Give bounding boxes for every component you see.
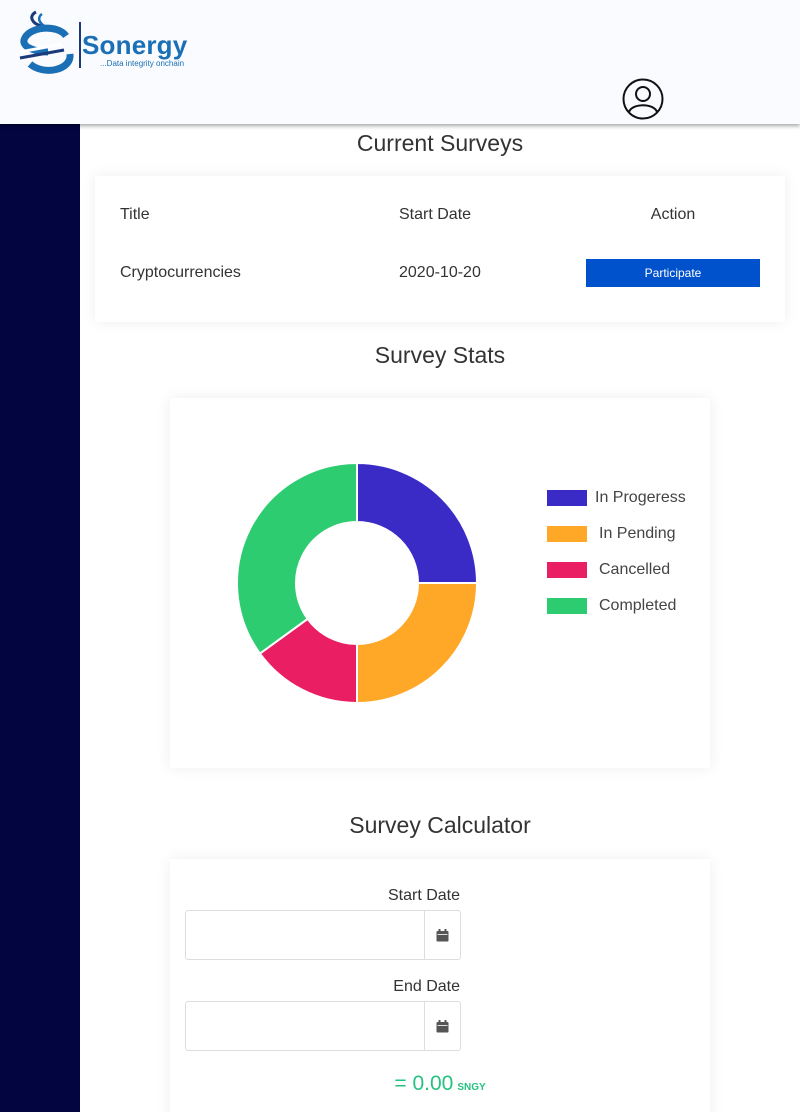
column-header-title: Title [120,206,150,223]
legend-swatch-completed [547,598,587,614]
brand-name: Sonergy [82,30,188,60]
calendar-icon [436,928,449,941]
survey-row-title: Cryptocurrencies [120,264,241,281]
end-date-label: End Date [393,978,460,995]
donut-slice-in-progeress[interactable] [356,461,479,584]
legend-swatch-cancelled [547,562,587,578]
start-date-group [185,910,461,960]
sidebar [0,124,80,1112]
start-date-input[interactable] [186,911,424,959]
survey-calculator-title: Survey Calculator [349,812,531,838]
participate-button[interactable]: Participate [586,259,760,287]
donut-slice-completed[interactable] [236,461,358,655]
donut-slice-in-pending[interactable] [356,582,479,705]
result-unit: SNGY [457,1082,486,1093]
legend-swatch-in-progress [547,490,587,506]
legend-item-completed[interactable]: Completed [547,596,717,616]
column-header-start-date: Start Date [399,206,472,223]
current-surveys-title: Current Surveys [356,130,524,156]
survey-stats-title: Survey Stats [374,342,506,368]
end-date-picker-button[interactable] [424,1002,460,1050]
legend-label-in-progress: In Progeress [595,489,686,506]
logo-divider [79,22,81,68]
calendar-icon [436,1019,449,1032]
calculator-result: = 0.00 SNGY [170,1072,710,1096]
legend-item-cancelled[interactable]: Cancelled [547,560,717,580]
start-date-label: Start Date [387,887,460,904]
legend-label-completed: Completed [599,597,677,614]
top-header: Sonergy ...Data integrity onchain [0,0,800,124]
surveys-table: Title Start Date Action Cryptocurrencies… [95,176,785,322]
sonergy-logo-icon [19,10,74,74]
result-prefix: = [394,1072,413,1095]
end-date-group [185,1001,461,1051]
legend-item-in-pending[interactable]: In Pending [547,524,717,544]
end-date-input[interactable] [186,1002,424,1050]
start-date-picker-button[interactable] [424,911,460,959]
main-content: Current Surveys Title Start Date Action … [80,124,800,1112]
legend-swatch-in-pending [547,526,587,542]
column-header-action: Action [650,206,696,223]
survey-row-start-date: 2020-10-20 [399,264,481,281]
donut-chart [236,461,479,705]
survey-stats-card: In Progeress In Pending Cancelled Comple… [170,398,710,768]
legend-label-cancelled: Cancelled [599,561,671,578]
survey-calculator-card: Start Date End Date [170,859,710,1112]
brand-logo[interactable]: Sonergy ...Data integrity onchain [18,8,218,78]
user-profile-button[interactable] [622,78,664,120]
brand-tagline: ...Data integrity onchain [100,59,185,68]
user-circle-icon [622,78,664,120]
result-value: 0.00 [412,1072,454,1095]
legend-label-in-pending: In Pending [599,525,676,542]
legend-item-in-progress[interactable]: In Progeress [547,488,717,508]
